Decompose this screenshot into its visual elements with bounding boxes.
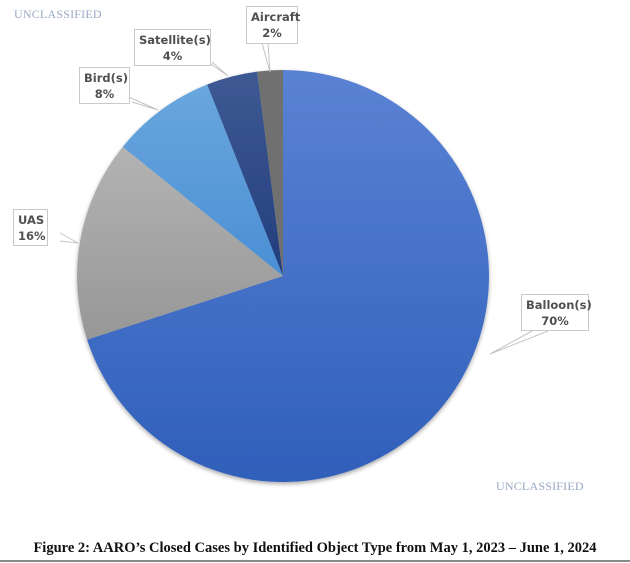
label-balloons-name: Balloon(s) (526, 298, 592, 312)
label-balloons-pct: 70% (541, 314, 569, 328)
slice-balloons (87, 70, 489, 482)
slice-aircraft (257, 69, 283, 276)
label-aircraft-pct: 2% (262, 26, 282, 40)
label-aircraft-name: Aircraft (251, 10, 301, 24)
label-satellites-name: Satellite(s) (139, 33, 211, 47)
bottom-divider (0, 560, 630, 562)
figure-caption: Figure 2: AARO’s Closed Cases by Identif… (33, 540, 597, 556)
label-satellites-pct: 4% (162, 49, 183, 63)
leader-line-balloons (489, 330, 549, 355)
leader-line-uas (59, 232, 79, 244)
callout-birds: Bird(s) 8% (79, 67, 130, 104)
label-birds-pct: 8% (94, 87, 115, 101)
label-birds-name: Bird(s) (84, 71, 128, 85)
slice-satellites (207, 71, 283, 277)
label-uas-pct: 16% (18, 229, 46, 243)
leader-line-aircraft (261, 42, 271, 73)
slice-uas (77, 146, 283, 340)
label-uas-name: UAS (18, 213, 45, 227)
classification-marking-bottom: UNCLASSIFIED (496, 479, 584, 493)
callout-satellites: Satellite(s) 4% (134, 29, 211, 66)
callout-aircraft: Aircraft 2% (246, 6, 301, 44)
classification-marking-top: UNCLASSIFIED (14, 7, 102, 21)
leader-line-birds (123, 94, 159, 111)
callout-balloons: Balloon(s) 70% (521, 294, 592, 331)
callout-uas: UAS 16% (13, 209, 48, 246)
slice-birds (122, 84, 284, 276)
